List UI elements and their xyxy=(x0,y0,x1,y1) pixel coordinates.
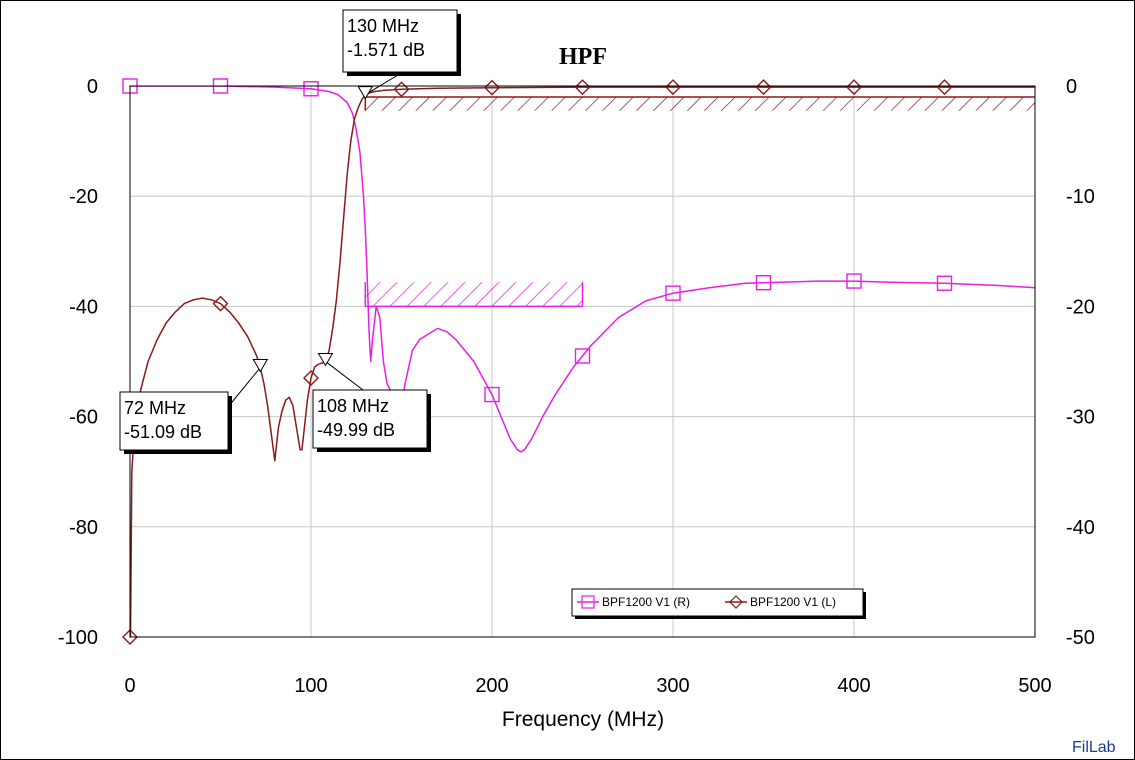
legend: BPF1200 V1 (R) BPF1200 V1 (L) xyxy=(571,588,866,619)
y-tick-label-right: -20 xyxy=(1066,296,1095,318)
series-markers xyxy=(122,78,953,645)
x-tick-label: 0 xyxy=(124,675,135,697)
series-marker-diamond xyxy=(484,79,500,96)
legend-shadow-bottom xyxy=(575,616,866,619)
series-marker-diamond xyxy=(936,79,953,96)
annotations: 72 MHz -51.09 dB 108 MHz -49.99 dB 130 MHz -1… xyxy=(119,9,461,454)
y-tick-label-left: -100 xyxy=(58,627,98,649)
series-marker-square xyxy=(755,275,772,291)
series-marker-diamond xyxy=(574,79,591,96)
series-marker-square xyxy=(936,275,953,291)
x-tick-label: 100 xyxy=(294,675,327,697)
series-marker-square xyxy=(665,285,681,301)
series-line-r xyxy=(130,86,1035,453)
y-tick-label-right: -30 xyxy=(1066,407,1095,429)
y-tick-label-right: 0 xyxy=(1066,76,1077,98)
y-tick-label-left: -40 xyxy=(69,296,98,318)
marker-freq-label: 108 MHz xyxy=(317,396,389,416)
y-tick-label-left: -20 xyxy=(69,186,98,208)
y-tick-label-right: -40 xyxy=(1066,517,1095,539)
marker-box xyxy=(119,391,229,451)
marker-freq-label: 130 MHz xyxy=(347,16,419,36)
mask-hatch-stopband xyxy=(365,282,583,307)
brand-label: FilLab xyxy=(1072,739,1116,756)
y-tick-label-left: 0 xyxy=(87,76,98,98)
marker-leader-line xyxy=(227,367,261,408)
series-marker-diamond xyxy=(846,79,862,96)
y-tick-label-right: -50 xyxy=(1066,627,1095,649)
marker-value-label: -49.99 dB xyxy=(317,420,395,440)
marker-freq-label: 72 MHz xyxy=(124,398,186,418)
plot-area-border xyxy=(129,85,1036,638)
series-marker-diamond xyxy=(755,79,772,96)
legend-swatch-l-marker xyxy=(729,595,743,609)
series-marker-diamond xyxy=(212,295,229,312)
y-tick-label-right: -10 xyxy=(1066,186,1095,208)
marker-triangle xyxy=(252,359,269,373)
legend-shadow-right xyxy=(863,592,866,619)
series-marker-square xyxy=(484,386,500,403)
marker-value-label: -51.09 dB xyxy=(124,422,202,442)
x-tick-label: 300 xyxy=(656,675,689,697)
series-marker-diamond xyxy=(665,79,681,96)
legend-swatch-r-marker xyxy=(581,595,595,609)
y-tick-label-left: -60 xyxy=(69,407,98,429)
series-marker-square xyxy=(574,348,591,364)
legend-label-l: BPF1200 V1 (L) xyxy=(750,595,836,609)
marker-triangle xyxy=(317,352,334,367)
marker-box xyxy=(342,9,458,73)
spec-masks xyxy=(364,96,1035,308)
x-tick-label: 400 xyxy=(837,675,870,697)
legend-label-r: BPF1200 V1 (R) xyxy=(602,595,690,609)
series-marker-diamond xyxy=(393,81,410,98)
series-marker-square xyxy=(303,81,319,97)
x-axis-label: Frequency (MHz) xyxy=(502,708,664,731)
series-marker-square xyxy=(846,273,862,289)
marker-triangle xyxy=(357,86,374,100)
series-marker-diamond xyxy=(303,370,319,387)
marker-box xyxy=(312,389,428,449)
y-tick-label-left: -80 xyxy=(69,517,98,539)
marker-value-label: -1.571 dB xyxy=(347,40,425,60)
mask-hatch-passband xyxy=(365,97,1035,111)
axes: 0 100 200 300 400 500 0 -20 -40 -60 -80 -100 0 -10 -20… xyxy=(58,76,1095,697)
marker-leader-line xyxy=(325,361,364,391)
x-tick-label: 200 xyxy=(475,675,508,697)
chart-title: HPF xyxy=(559,44,607,70)
x-tick-label: 500 xyxy=(1018,675,1051,697)
series-marker-diamond xyxy=(122,629,138,645)
